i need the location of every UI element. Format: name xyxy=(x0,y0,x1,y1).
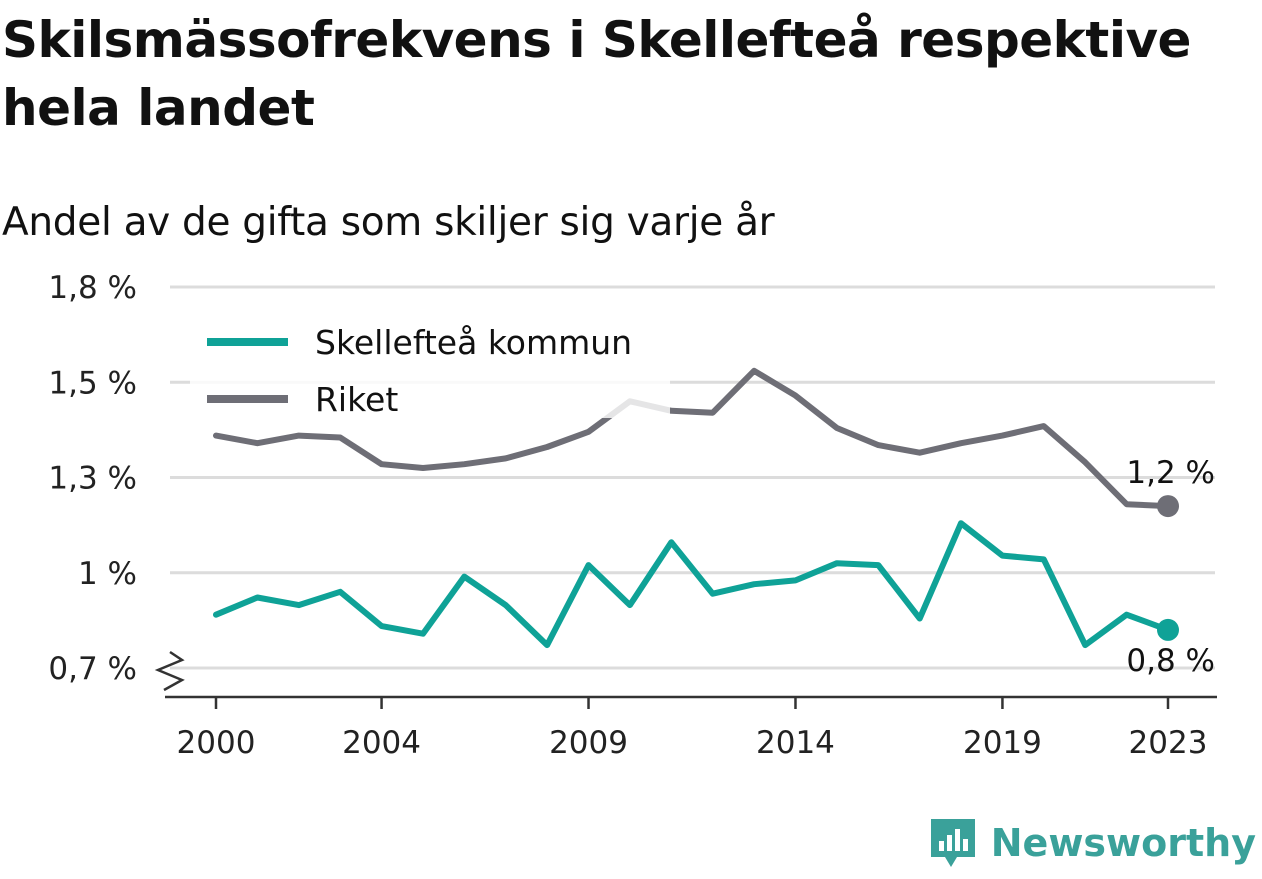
axis-break-icon xyxy=(154,650,185,692)
brand-logo: Newsworthy xyxy=(927,815,1256,871)
x-tick-label: 2023 xyxy=(1129,725,1208,761)
x-tick-label: 2000 xyxy=(177,725,256,761)
x-tick-label: 2014 xyxy=(756,725,835,761)
x-tick-label: 2019 xyxy=(963,725,1042,761)
end-labels: 0,8 % 1,2 % xyxy=(1126,455,1215,679)
y-tick-label: 1 % xyxy=(78,556,137,592)
brand-name: Newsworthy xyxy=(990,821,1256,865)
x-tick-label: 2004 xyxy=(342,725,421,761)
y-tick-label: 1,3 % xyxy=(48,461,137,497)
legend: Skellefteå kommun Riket xyxy=(190,318,670,419)
newsworthy-icon xyxy=(930,819,975,867)
legend-label-riket: Riket xyxy=(315,380,398,419)
end-point-skelleftea xyxy=(1157,618,1179,641)
legend-label-skelleftea: Skellefteå kommun xyxy=(315,323,632,362)
y-tick-label: 0,7 % xyxy=(48,651,137,687)
x-axis: 2000 2004 2009 2014 2019 2023 xyxy=(165,695,1217,761)
end-label-riket: 1,2 % xyxy=(1126,455,1215,491)
x-tick-label: 2009 xyxy=(549,725,628,761)
end-label-skelleftea: 0,8 % xyxy=(1126,643,1215,679)
chart-subtitle: Andel av de gifta som skiljer sig varje … xyxy=(2,200,775,245)
y-axis-ticks: 1,8 % 1,5 % 1,3 % 1 % 0,7 % xyxy=(48,270,185,692)
series-line-riket xyxy=(213,367,1171,510)
end-point-riket xyxy=(1157,495,1179,518)
y-tick-label: 1,5 % xyxy=(48,365,137,401)
series-lines xyxy=(213,367,1179,649)
y-tick-label: 1,8 % xyxy=(48,270,137,306)
chart-title: Skilsmässofrekvens i Skellefteå respekti… xyxy=(2,11,1191,137)
series-line-skelleftea xyxy=(213,520,1171,649)
